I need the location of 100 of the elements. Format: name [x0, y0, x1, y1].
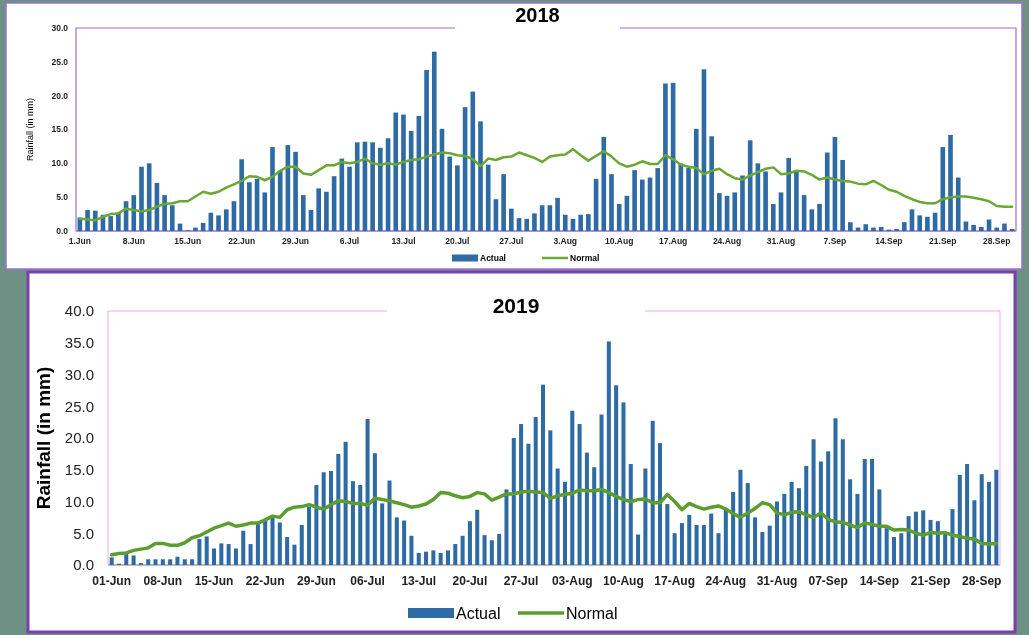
- bar: [175, 556, 180, 565]
- bar: [716, 533, 721, 565]
- bar: [709, 513, 714, 565]
- bar: [925, 216, 930, 231]
- bar: [424, 551, 429, 565]
- y-tick-label: 30.0: [64, 365, 94, 383]
- bar: [146, 163, 152, 231]
- bar: [431, 51, 437, 231]
- legend-label: Normal: [570, 252, 600, 263]
- bar: [655, 168, 661, 231]
- bar: [940, 147, 946, 231]
- y-tick-label: 25.0: [64, 397, 94, 415]
- x-tick-label: 8.Jun: [122, 236, 145, 246]
- bar: [628, 464, 633, 565]
- bar: [146, 559, 151, 565]
- bar: [621, 402, 626, 565]
- bar: [193, 227, 198, 231]
- bar: [182, 559, 187, 565]
- bar: [431, 550, 436, 565]
- bar: [239, 159, 244, 231]
- bar: [811, 439, 816, 565]
- x-tick-label: 21.Sep: [929, 236, 957, 246]
- bar: [504, 489, 509, 565]
- bar: [153, 559, 158, 565]
- bar: [917, 215, 922, 231]
- bar: [204, 536, 209, 565]
- x-tick-label: 17-Aug: [654, 574, 695, 588]
- bar: [262, 192, 268, 231]
- bar: [511, 438, 516, 565]
- legend-label: Normal: [566, 604, 618, 622]
- bar: [871, 227, 876, 231]
- bar: [314, 484, 319, 565]
- bar: [789, 481, 794, 565]
- bar: [632, 170, 637, 231]
- line-series: [78, 147, 1014, 222]
- bar: [447, 156, 452, 231]
- bar: [833, 418, 838, 565]
- bar: [891, 537, 896, 565]
- bar: [672, 533, 677, 565]
- bar: [701, 525, 706, 565]
- bar: [485, 164, 491, 231]
- y-tick-label: 0.0: [56, 225, 69, 236]
- bar: [316, 188, 322, 231]
- bar: [131, 195, 137, 231]
- bar: [709, 136, 714, 231]
- bar: [532, 213, 537, 231]
- bar: [901, 222, 907, 231]
- x-tick-label: 22-Jun: [245, 574, 285, 588]
- x-tick-label: 3.Aug: [553, 236, 578, 246]
- bar: [370, 142, 375, 231]
- bar: [824, 152, 830, 231]
- bar: [438, 552, 443, 565]
- bar: [285, 537, 290, 565]
- bar: [328, 471, 334, 565]
- bar: [870, 458, 875, 565]
- bar: [687, 514, 692, 565]
- bar: [855, 493, 860, 565]
- bar: [277, 522, 282, 565]
- bar: [994, 469, 999, 565]
- x-tick-label: 15.Jun: [174, 236, 202, 246]
- bar: [586, 214, 591, 231]
- bar: [445, 550, 450, 565]
- x-tick-label: 21-Sep: [910, 574, 951, 588]
- bar: [578, 214, 583, 231]
- bar: [774, 501, 780, 565]
- bar: [658, 443, 663, 565]
- bar: [818, 461, 823, 565]
- bar: [745, 483, 750, 565]
- bar: [636, 534, 641, 565]
- bar: [109, 557, 114, 565]
- bar: [562, 214, 568, 231]
- bar: [347, 166, 352, 231]
- bar: [478, 121, 483, 231]
- bar: [770, 203, 776, 231]
- bar: [955, 177, 961, 231]
- bar: [475, 509, 480, 565]
- x-tick-label: 06-Jul: [350, 574, 385, 588]
- y-tick-label: 20.0: [64, 429, 94, 447]
- bar: [826, 451, 831, 565]
- bar: [216, 215, 221, 231]
- bar: [862, 458, 867, 565]
- bar: [717, 193, 722, 231]
- bar: [906, 516, 911, 565]
- bar: [606, 341, 611, 565]
- bar: [693, 128, 699, 231]
- bar: [616, 203, 622, 231]
- bar: [796, 488, 801, 565]
- x-tick-label: 07-Sep: [808, 574, 848, 588]
- bar: [928, 519, 933, 565]
- bar: [592, 467, 597, 565]
- bar: [950, 509, 955, 565]
- bar: [501, 174, 506, 231]
- bar: [965, 464, 970, 565]
- bar: [794, 171, 799, 231]
- x-tick-label: 24.Aug: [712, 236, 742, 246]
- bar: [640, 179, 645, 231]
- bar: [233, 548, 238, 565]
- bar: [840, 439, 845, 565]
- y-tick-label: 35.0: [64, 334, 94, 351]
- bar: [343, 441, 348, 565]
